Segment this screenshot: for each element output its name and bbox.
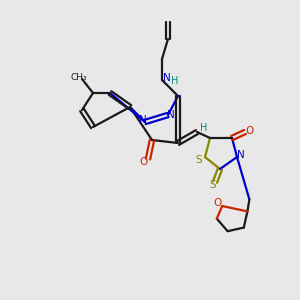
Text: N: N (163, 73, 171, 83)
Text: N: N (139, 115, 147, 125)
Text: O: O (140, 157, 148, 167)
Text: S: S (196, 155, 202, 165)
Text: CH₃: CH₃ (71, 73, 87, 82)
Text: O: O (245, 126, 253, 136)
Text: S: S (210, 180, 216, 190)
Text: H: H (200, 123, 208, 133)
Text: O: O (213, 198, 221, 208)
Text: N: N (237, 150, 245, 160)
Text: H: H (171, 76, 179, 86)
Text: N: N (167, 110, 175, 120)
